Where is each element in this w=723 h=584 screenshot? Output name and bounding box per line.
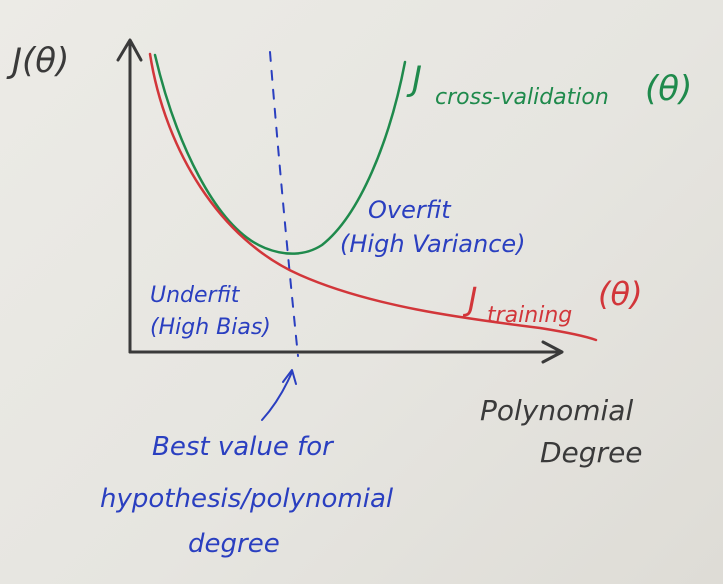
y-axis-label: J(θ) [6,41,69,81]
annotation-arrowhead [282,369,297,385]
optimal-degree-dashed-line [269,51,299,357]
overfit-label: Overfit [368,196,452,224]
annotation-arrow-shaft [261,371,293,421]
training-curve [148,52,598,342]
overfit-sublabel: (High Variance) [340,230,526,258]
annotation-line-2: hypothesis/polynomial [100,484,394,514]
training-label-sub: training [487,303,572,328]
y-axis-arrowhead [116,38,143,62]
cv-label-sub: cross-validation [435,85,609,110]
x-axis-label-line1: Polynomial [480,394,633,427]
cross-validation-curve [153,53,407,255]
annotation-line-1: Best value for [152,432,335,462]
training-label-arg: (θ) [598,275,643,313]
training-label-main: J [462,280,477,318]
annotation-line-3: degree [188,529,280,559]
x-axis-label-line2: Degree [540,436,643,469]
underfit-label: Underfit [150,283,241,308]
cv-label-main: J [406,59,422,99]
cv-label-arg: (θ) [645,69,692,109]
x-axis-arrowhead [541,340,564,364]
underfit-sublabel: (High Bias) [150,315,271,340]
